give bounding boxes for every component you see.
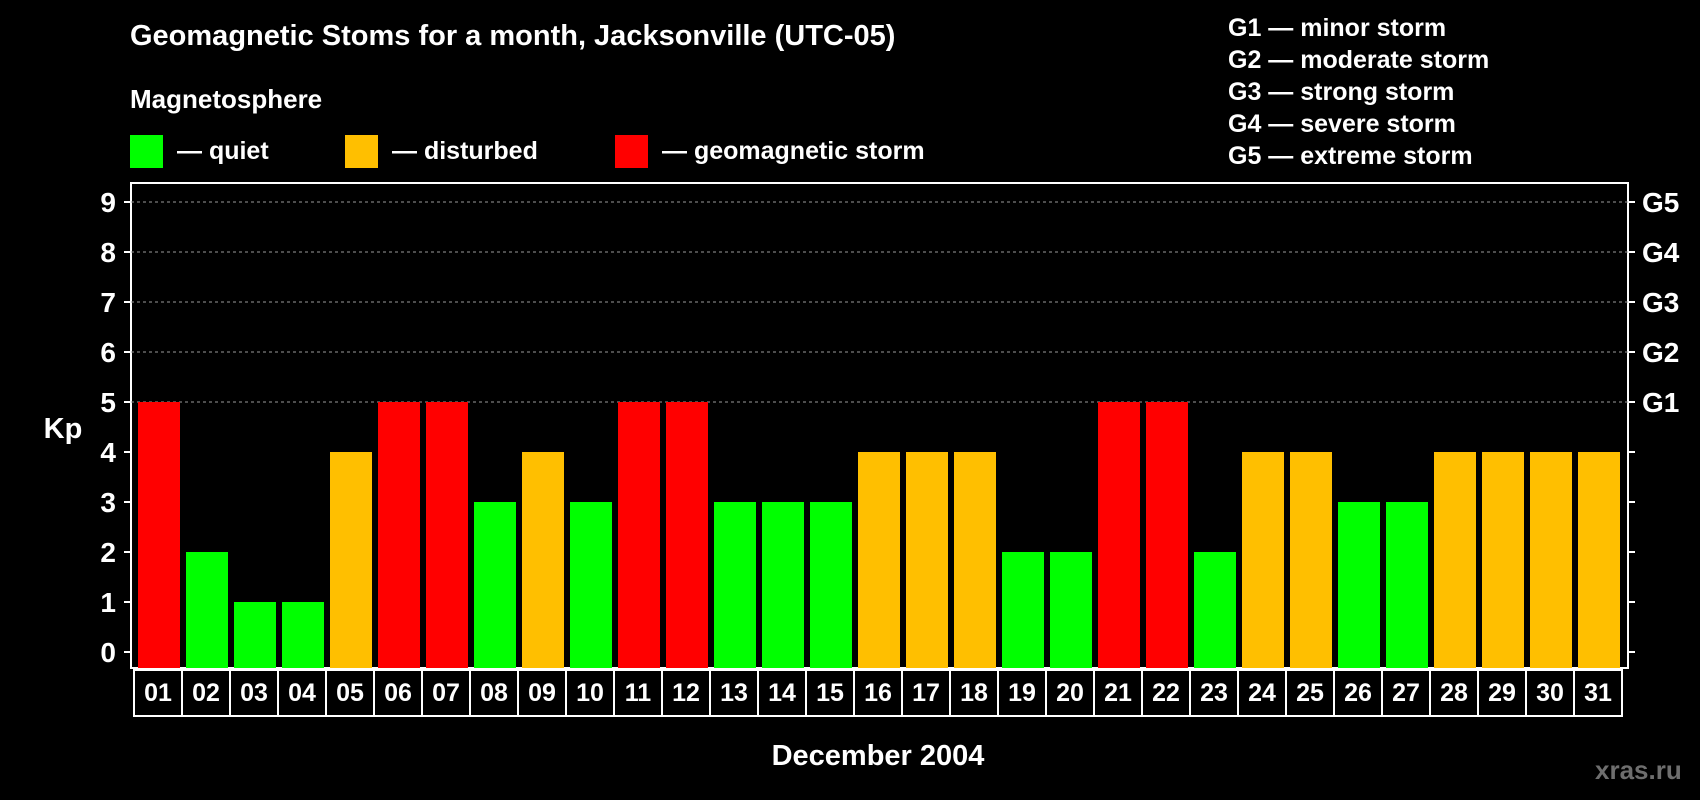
x-tick-label: 14 xyxy=(768,679,796,707)
x-tick-label: 11 xyxy=(625,679,652,707)
legend-heading: Magnetosphere xyxy=(130,84,323,114)
y-axis-label: Kp xyxy=(44,413,83,445)
bar-day-09 xyxy=(522,452,564,668)
x-tick-label: 08 xyxy=(480,679,508,707)
y-tick-label: 5 xyxy=(100,387,116,418)
x-tick-label: 27 xyxy=(1392,679,1420,707)
x-tick-label: 10 xyxy=(576,679,604,707)
x-tick-label: 04 xyxy=(288,679,316,707)
x-tick-label: 01 xyxy=(144,679,172,707)
g-scale-label: G5 xyxy=(1642,187,1679,218)
y-tick-label: 8 xyxy=(100,237,116,268)
storm-scale-g4: G4 — severe storm xyxy=(1228,110,1456,138)
bar-day-04 xyxy=(282,602,324,668)
x-tick-label: 07 xyxy=(432,679,460,707)
bar-day-16 xyxy=(858,452,900,668)
x-tick-label: 15 xyxy=(816,679,844,707)
bar-day-23 xyxy=(1194,552,1236,668)
storm-scale-g5: G5 — extreme storm xyxy=(1228,142,1473,170)
x-label-frame xyxy=(133,669,1623,717)
x-tick-label: 30 xyxy=(1536,679,1564,707)
x-tick-label: 22 xyxy=(1152,679,1180,707)
bar-day-25 xyxy=(1290,452,1332,668)
legend-swatch-quiet xyxy=(130,134,163,168)
bar-day-22 xyxy=(1146,402,1188,668)
bar-day-15 xyxy=(810,502,852,668)
y-tick-label: 0 xyxy=(100,637,116,668)
legend-swatch-disturbed xyxy=(345,134,378,168)
y-tick-label: 2 xyxy=(100,537,116,568)
bar-day-03 xyxy=(234,602,276,668)
bar-day-05 xyxy=(330,452,372,668)
g-scale-label: G3 xyxy=(1642,287,1679,318)
bar-day-12 xyxy=(666,402,708,668)
legend-label-quiet: — quiet xyxy=(177,136,269,165)
x-tick-label: 29 xyxy=(1488,679,1516,707)
y-tick-label: 6 xyxy=(100,337,116,368)
legend-label-disturbed: — disturbed xyxy=(392,136,538,165)
bar-day-14 xyxy=(762,502,804,668)
x-tick-label: 31 xyxy=(1584,679,1612,707)
legend-label-storm: — geomagnetic storm xyxy=(662,136,925,165)
bar-day-31 xyxy=(1578,452,1620,668)
x-tick-label: 12 xyxy=(672,679,700,707)
g-scale-label: G1 xyxy=(1642,387,1679,418)
x-tick-label: 17 xyxy=(912,679,940,707)
bar-day-27 xyxy=(1386,502,1428,668)
bar-day-18 xyxy=(954,452,996,668)
x-axis-label: December 2004 xyxy=(772,740,985,772)
bar-day-17 xyxy=(906,452,948,668)
x-tick-label: 26 xyxy=(1344,679,1372,707)
storm-scale-g1: G1 — minor storm xyxy=(1228,14,1447,42)
storm-scale-legend: G1 — minor storm G2 — moderate storm G3 … xyxy=(1228,12,1489,172)
storm-scale-g3: G3 — strong storm xyxy=(1228,78,1455,106)
bar-day-21 xyxy=(1098,402,1140,668)
legend-swatch-storm xyxy=(615,134,648,168)
y-tick-label: 7 xyxy=(100,287,116,318)
y-tick-label: 1 xyxy=(100,587,116,618)
storm-scale-g2: G2 — moderate storm xyxy=(1228,46,1490,74)
x-tick-label: 20 xyxy=(1056,679,1084,707)
bar-day-29 xyxy=(1482,452,1524,668)
bar-day-19 xyxy=(1002,552,1044,668)
legend-item-disturbed: — disturbed xyxy=(345,134,538,168)
x-tick-label: 28 xyxy=(1440,679,1468,707)
bar-day-20 xyxy=(1050,552,1092,668)
bar-day-13 xyxy=(714,502,756,668)
x-tick-label: 06 xyxy=(384,679,412,707)
bar-day-07 xyxy=(426,402,468,668)
legend-item-storm: — geomagnetic storm xyxy=(615,134,925,168)
g-scale-label: G2 xyxy=(1642,337,1679,368)
bar-day-11 xyxy=(618,402,660,668)
bar-day-30 xyxy=(1530,452,1572,668)
bar-day-01 xyxy=(138,402,180,668)
watermark: xras.ru xyxy=(1595,755,1682,785)
x-tick-label: 05 xyxy=(336,679,364,707)
x-tick-label: 02 xyxy=(192,679,220,707)
bar-day-28 xyxy=(1434,452,1476,668)
g-scale-label: G4 xyxy=(1642,237,1680,268)
x-tick-label: 21 xyxy=(1104,679,1132,707)
x-tick-label: 25 xyxy=(1296,679,1324,707)
bar-day-08 xyxy=(474,502,516,668)
chart-title: Geomagnetic Stoms for a month, Jacksonvi… xyxy=(130,20,896,52)
x-tick-label: 09 xyxy=(528,679,556,707)
x-tick-label: 19 xyxy=(1008,679,1036,707)
y-tick-label: 4 xyxy=(100,437,116,468)
y-tick-label: 3 xyxy=(100,487,116,518)
bar-day-24 xyxy=(1242,452,1284,668)
x-tick-label: 23 xyxy=(1200,679,1228,707)
bar-day-10 xyxy=(570,502,612,668)
x-tick-label: 03 xyxy=(240,679,268,707)
x-tick-label: 18 xyxy=(960,679,988,707)
x-tick-label: 24 xyxy=(1248,679,1276,707)
x-tick-label: 13 xyxy=(720,679,748,707)
bar-day-06 xyxy=(378,402,420,668)
legend-item-quiet: — quiet xyxy=(130,134,269,168)
bar-day-26 xyxy=(1338,502,1380,668)
y-tick-label: 9 xyxy=(100,187,116,218)
x-tick-label: 16 xyxy=(864,679,892,707)
bar-day-02 xyxy=(186,552,228,668)
